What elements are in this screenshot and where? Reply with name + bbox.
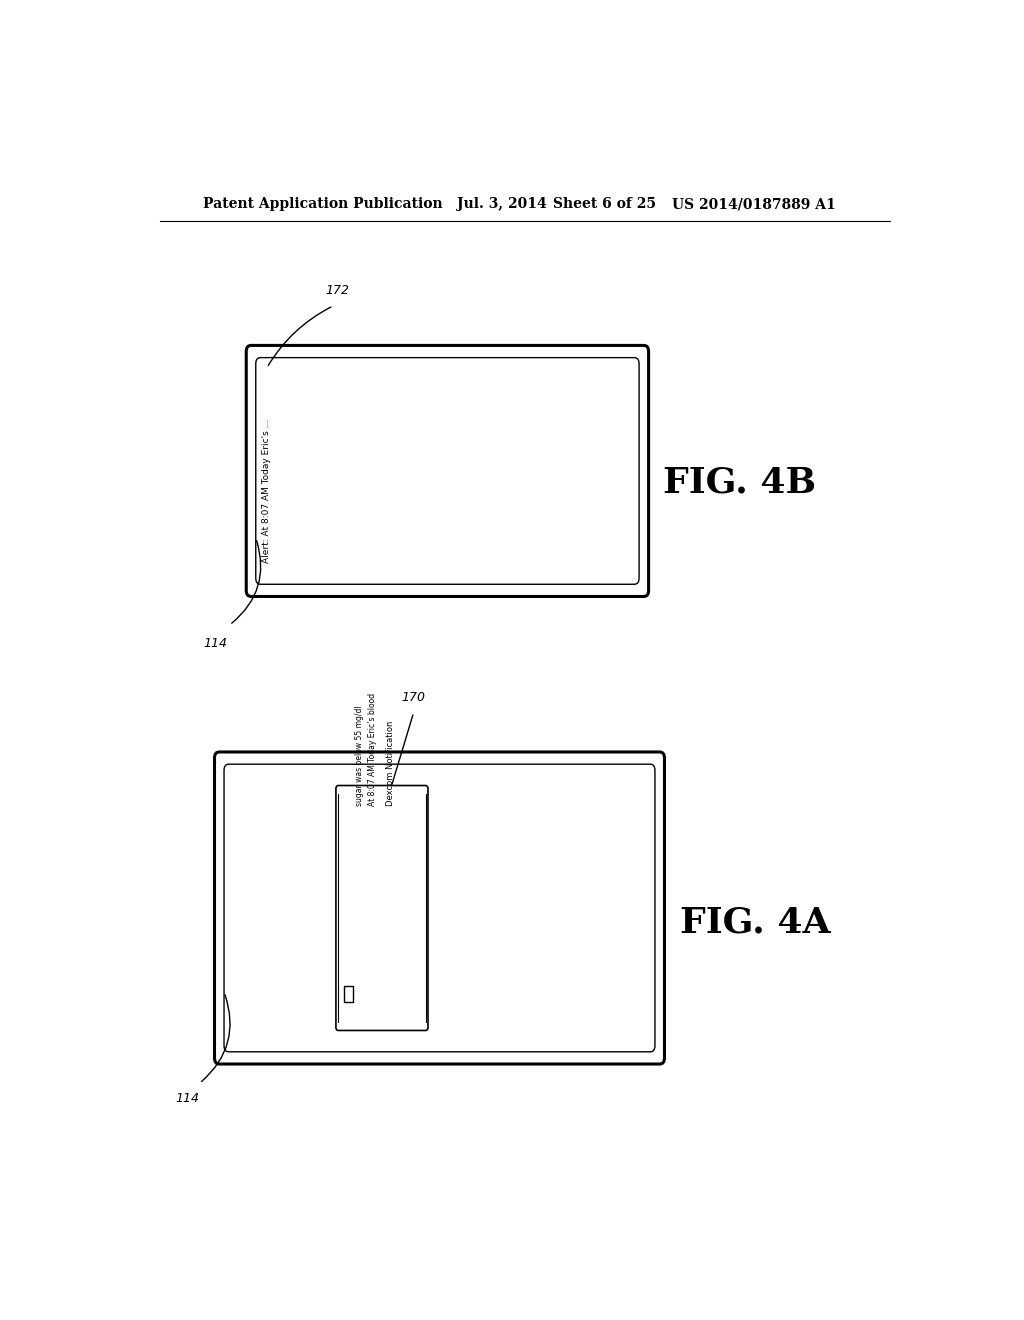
- Text: 114: 114: [175, 1092, 200, 1105]
- FancyBboxPatch shape: [336, 785, 428, 1031]
- Text: Dexcom Notification: Dexcom Notification: [386, 721, 395, 805]
- FancyBboxPatch shape: [246, 346, 648, 597]
- FancyBboxPatch shape: [214, 752, 665, 1064]
- Text: US 2014/0187889 A1: US 2014/0187889 A1: [672, 197, 836, 211]
- Text: FIG. 4B: FIG. 4B: [663, 466, 816, 500]
- Text: Patent Application Publication: Patent Application Publication: [204, 197, 443, 211]
- Text: Jul. 3, 2014: Jul. 3, 2014: [458, 197, 547, 211]
- FancyBboxPatch shape: [224, 764, 655, 1052]
- Text: Sheet 6 of 25: Sheet 6 of 25: [553, 197, 655, 211]
- Text: 172: 172: [326, 284, 349, 297]
- Text: FIG. 4A: FIG. 4A: [680, 906, 830, 940]
- Text: 170: 170: [401, 690, 426, 704]
- Text: 114: 114: [204, 636, 227, 649]
- FancyBboxPatch shape: [256, 358, 639, 585]
- Text: At 8:07 AM Today Eric’s blood: At 8:07 AM Today Eric’s blood: [368, 693, 377, 805]
- Text: sugar was below 55 mg/dl: sugar was below 55 mg/dl: [355, 705, 364, 805]
- Text: Alert: At 8:07 AM Today Eric's ...: Alert: At 8:07 AM Today Eric's ...: [262, 418, 270, 562]
- Bar: [344, 986, 352, 1002]
